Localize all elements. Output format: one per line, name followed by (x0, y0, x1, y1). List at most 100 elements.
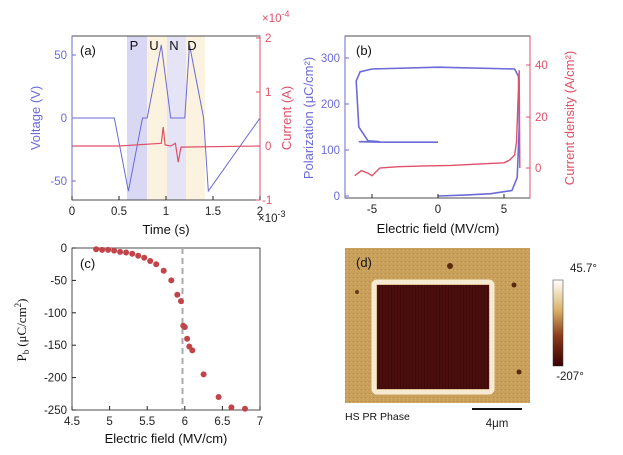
tick-cy-neg200: -200 (44, 373, 67, 385)
tick-cx-5.5: 5.5 (139, 416, 155, 428)
scatter-point (117, 248, 124, 255)
panel-b-left-y-ticks: 300 200 100 0 (321, 53, 349, 203)
scatter-point (228, 404, 235, 411)
tick-cy-neg50: -50 (50, 275, 67, 287)
scatter-point (93, 246, 100, 253)
shade-d (186, 36, 205, 200)
panel-c: 4.5 5 5.5 6 6.5 7 Electric field (MV/cm)… (13, 243, 263, 446)
tick-bry-40: 40 (535, 60, 548, 72)
tick-cx-6.5: 6.5 (214, 416, 230, 428)
tick-by-300: 300 (321, 53, 340, 65)
scatter-point (129, 250, 136, 257)
panel-c-label: (c) (80, 256, 95, 271)
tick-x-0: 0 (69, 206, 75, 218)
panel-c-ylabel: Pb(μC/cm2) (13, 298, 31, 361)
scatter-point (168, 277, 175, 284)
panel-a-x-multiplier: ×10-3 (258, 209, 286, 225)
tick-cx-4.5: 4.5 (64, 416, 80, 428)
scatter-point (135, 252, 142, 259)
scatter-point (99, 246, 106, 253)
scatter-point (147, 258, 154, 264)
panel-b-xlabel: Electric field (MV/cm) (377, 221, 500, 236)
panel-c-axes-box (71, 247, 261, 411)
image-caption: HS PR Phase (345, 411, 410, 423)
panel-b-ylabel-left: Polarization (μC/cm²) (301, 57, 316, 179)
tick-yr-neg1: -1 (262, 195, 272, 207)
tick-by-200: 200 (321, 99, 340, 111)
colorbar (552, 279, 564, 367)
tick-x-4: 2 (257, 206, 263, 218)
scale-bar-label: 4μm (486, 418, 509, 430)
tick-cy-neg100: -100 (44, 308, 67, 320)
tick-by-0: 0 (334, 191, 340, 203)
voltage-series-line (72, 44, 260, 193)
tick-cx-5: 5 (106, 416, 112, 428)
tick-yl-neg50: -50 (50, 176, 67, 188)
scatter-point (123, 249, 130, 256)
scatter-point (189, 347, 196, 354)
tick-yl-0: 0 (61, 113, 67, 125)
scatter-point (105, 246, 112, 253)
pulse-label-n: N (169, 38, 178, 53)
scatter-point (242, 405, 248, 412)
shade-p (127, 36, 147, 200)
surface-particle (516, 369, 522, 375)
panel-a-ylabel-left: Voltage (V) (28, 86, 43, 150)
tick-yr-1: 1 (265, 87, 271, 99)
pulse-label-u: U (149, 38, 158, 53)
panel-a-ylabel-right: Current (A) (279, 86, 294, 150)
panel-a-x-ticks: 0 0.5 1 1.5 2 (69, 196, 263, 218)
tick-yl-50: 50 (54, 50, 67, 62)
scatter-point (174, 291, 181, 298)
panel-c-y-ticks: 0 -50 -100 -150 -200 -250 (44, 243, 76, 417)
panel-c-xlabel: Electric field (MV/cm) (105, 431, 228, 446)
scatter-point (111, 247, 118, 254)
scatter-point (141, 254, 148, 261)
panel-d: (d) HS PR Phase 4μm 45.7° -207° (345, 248, 597, 430)
panel-b-label: (b) (356, 43, 372, 58)
panel-d-label: (d) (356, 255, 372, 270)
tick-yr-0: 0 (265, 141, 271, 153)
scatter-point (160, 267, 167, 274)
scatter-point (215, 394, 222, 400)
colorbar-min-label: -207° (556, 371, 584, 383)
panel-b-x-ticks: -5 0 5 (367, 194, 507, 216)
surface-particle (355, 290, 359, 294)
surface-particle (511, 282, 517, 288)
tick-bry-0: 0 (535, 163, 541, 175)
panel-a-left-y-ticks: 50 0 -50 (50, 50, 76, 188)
tick-bx-0: 0 (435, 204, 441, 216)
panel-a-xlabel: Time (s) (142, 222, 189, 237)
tick-x-2: 1 (163, 206, 169, 218)
tick-cy-neg150: -150 (44, 340, 67, 352)
panel-c-points (93, 246, 248, 412)
panel-a-right-y-ticks: 2 1 0 -1 (256, 33, 272, 207)
scatter-point (200, 371, 207, 378)
panel-b: -5 0 5 Electric field (MV/cm) 300 200 10… (301, 35, 577, 236)
panel-b-ylabel-right: Current density (A/cm²) (562, 51, 577, 185)
scatter-point (153, 261, 160, 268)
tick-bx-5: 5 (501, 204, 507, 216)
panel-a-label: (a) (80, 43, 96, 58)
panel-c-x-ticks: 4.5 5 5.5 6 6.5 7 (64, 406, 263, 428)
tick-cy-neg250: -250 (44, 405, 67, 417)
panel-b-axes-box (344, 35, 531, 199)
poled-domain-edge (371, 279, 495, 395)
shade-u (147, 36, 167, 200)
panel-a-y-multiplier: ×10-4 (262, 9, 290, 25)
tick-cx-7: 7 (257, 416, 263, 428)
scatter-point (178, 298, 184, 305)
current-series-line (72, 127, 260, 163)
pulse-label-p: P (130, 38, 139, 53)
current-density-series-line (354, 70, 521, 177)
tick-x-3: 1.5 (205, 206, 221, 218)
scatter-point (184, 335, 191, 342)
polarization-series-line (355, 66, 521, 197)
poled-domain (377, 285, 489, 389)
tick-x-1: 0.5 (111, 206, 127, 218)
tick-cy-0: 0 (61, 243, 67, 255)
tick-bry-20: 20 (535, 112, 548, 124)
tick-by-100: 100 (321, 145, 340, 157)
panel-a-shading (127, 36, 205, 200)
